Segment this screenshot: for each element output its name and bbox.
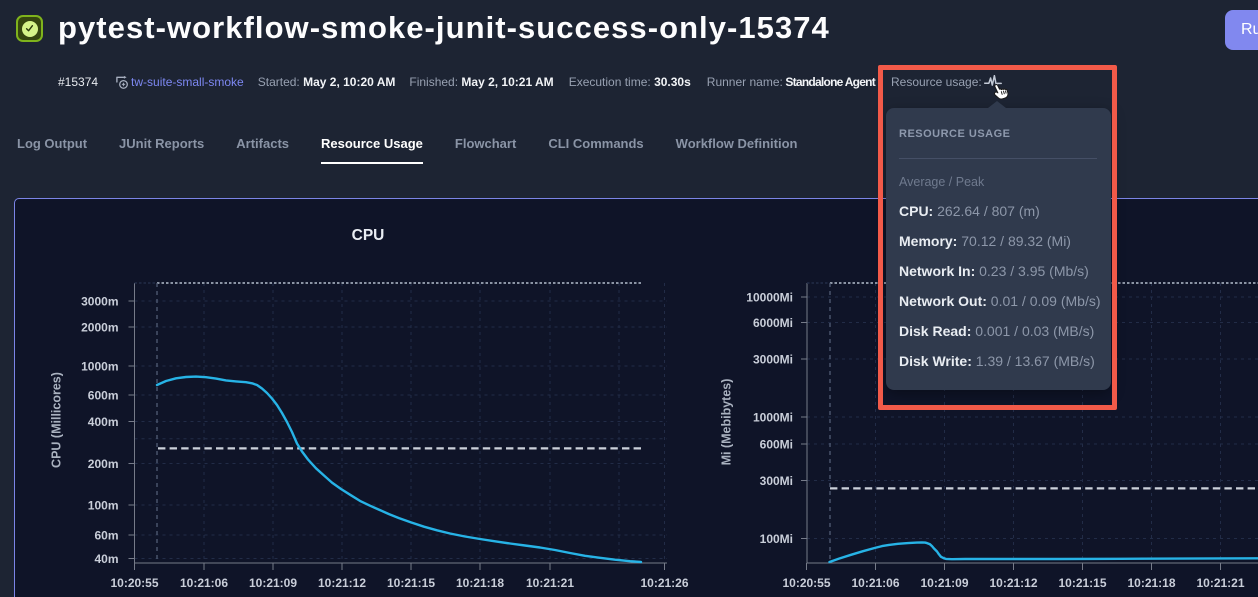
svg-text:10:20:55: 10:20:55	[782, 576, 830, 590]
svg-text:200m: 200m	[88, 457, 119, 471]
svg-text:3000Mi: 3000Mi	[753, 353, 793, 367]
svg-text:100Mi: 100Mi	[760, 532, 793, 546]
svg-text:60m: 60m	[94, 529, 118, 543]
svg-text:10:21:06: 10:21:06	[180, 576, 228, 590]
svg-text:10:20:55: 10:20:55	[110, 576, 158, 590]
svg-text:10:21:09: 10:21:09	[249, 576, 297, 590]
svg-text:600m: 600m	[88, 389, 119, 403]
svg-text:400m: 400m	[88, 415, 119, 429]
svg-text:CPU (Millicores): CPU (Millicores)	[50, 372, 64, 468]
svg-text:10:21:15: 10:21:15	[387, 576, 435, 590]
svg-text:10000Mi: 10000Mi	[746, 291, 793, 305]
svg-text:10:21:12: 10:21:12	[318, 576, 366, 590]
svg-text:10:21:15: 10:21:15	[1058, 576, 1106, 590]
svg-text:10:21:09: 10:21:09	[920, 576, 968, 590]
svg-text:10:21:21: 10:21:21	[526, 576, 574, 590]
svg-text:CPU: CPU	[352, 227, 385, 244]
svg-text:10:21:21: 10:21:21	[1196, 576, 1244, 590]
svg-text:6000Mi: 6000Mi	[753, 316, 793, 330]
svg-text:1000Mi: 1000Mi	[753, 411, 793, 425]
svg-text:10:21:12: 10:21:12	[989, 576, 1037, 590]
svg-text:2000m: 2000m	[81, 321, 118, 335]
svg-text:10:21:18: 10:21:18	[456, 576, 504, 590]
svg-text:40m: 40m	[94, 552, 118, 566]
svg-text:10:21:18: 10:21:18	[1127, 576, 1175, 590]
svg-text:1000m: 1000m	[81, 360, 118, 374]
svg-text:10:21:06: 10:21:06	[851, 576, 899, 590]
svg-text:Mi (Mebibytes): Mi (Mebibytes)	[720, 379, 734, 466]
svg-text:10:21:26: 10:21:26	[640, 576, 688, 590]
svg-text:3000m: 3000m	[81, 295, 118, 309]
svg-text:100m: 100m	[88, 499, 119, 513]
svg-text:600Mi: 600Mi	[760, 438, 793, 452]
svg-text:300Mi: 300Mi	[760, 474, 793, 488]
